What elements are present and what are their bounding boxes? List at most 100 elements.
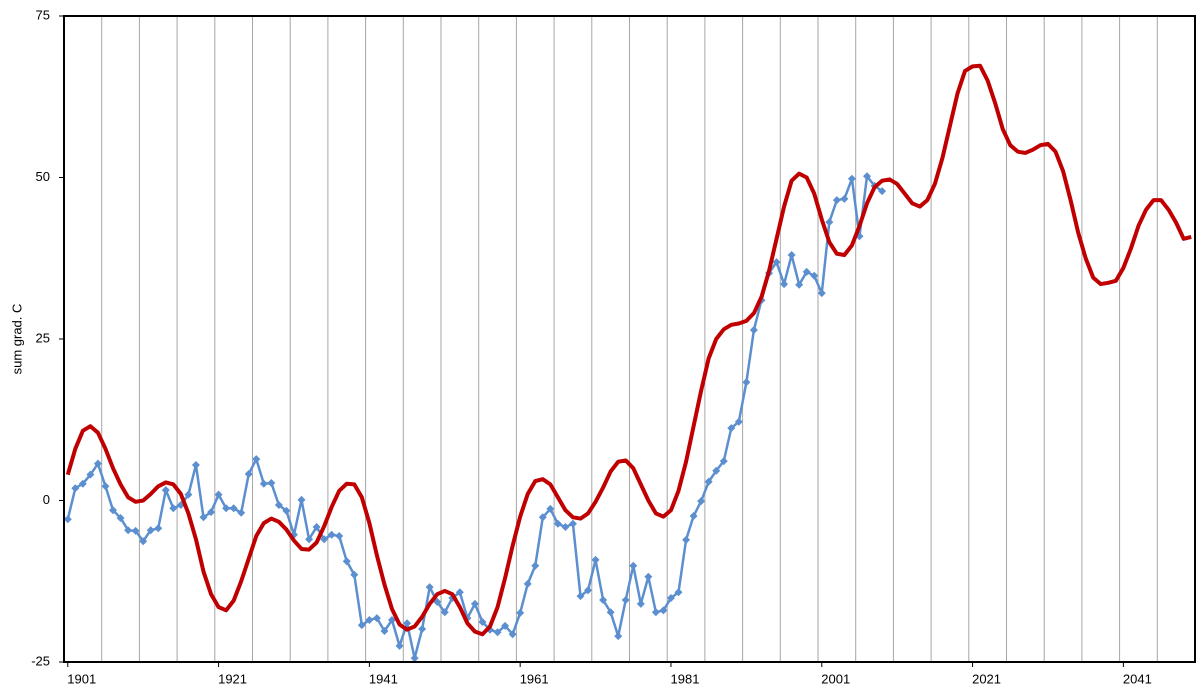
data-point (222, 504, 231, 513)
data-point (86, 470, 95, 479)
data-point (214, 490, 223, 499)
data-point (154, 524, 163, 533)
series-line (65, 63, 1192, 637)
data-point (78, 479, 87, 488)
data-point (666, 594, 675, 603)
data-point (538, 513, 547, 522)
data-point (727, 424, 736, 433)
y-tick-label: 75 (36, 7, 50, 22)
data-point (403, 619, 412, 628)
data-point (101, 482, 110, 491)
series-line (66, 174, 883, 660)
x-tick-label: 2001 (821, 671, 850, 686)
x-tick-label: 1981 (671, 671, 700, 686)
x-tick-label: 1921 (218, 671, 247, 686)
data-point (470, 599, 479, 608)
data-point (207, 508, 216, 517)
data-point (780, 280, 789, 289)
data-point (697, 497, 706, 506)
data-point (863, 172, 872, 181)
data-point (817, 289, 826, 298)
data-point (810, 271, 819, 280)
data-point (674, 588, 683, 597)
data-point (237, 508, 246, 517)
data-point (267, 479, 276, 488)
data-point (252, 455, 261, 464)
data-point (682, 535, 691, 544)
data-point (561, 522, 570, 531)
data-point (63, 515, 72, 524)
data-point (795, 280, 804, 289)
data-point (191, 460, 200, 469)
data-point (523, 579, 532, 588)
data-point (259, 479, 268, 488)
data-point (719, 457, 728, 466)
data-point (825, 218, 834, 227)
x-tick-label: 2041 (1123, 671, 1152, 686)
data-point (840, 194, 849, 203)
data-point (659, 606, 668, 615)
data-point (787, 251, 796, 260)
data-point (327, 530, 336, 539)
data-point (599, 595, 608, 604)
x-tick-label: 1941 (369, 671, 398, 686)
data-point (312, 522, 321, 531)
x-tick-label: 1901 (67, 671, 96, 686)
data-point (387, 616, 396, 625)
data-point (749, 325, 758, 334)
y-tick-label: 25 (36, 330, 50, 345)
data-point (320, 535, 329, 544)
data-point (418, 625, 427, 634)
data-point (478, 617, 487, 626)
data-point (832, 196, 841, 205)
data-point (493, 628, 502, 637)
data-point (689, 512, 698, 521)
data-point (274, 501, 283, 510)
data-point (342, 557, 351, 566)
data-point (591, 555, 600, 564)
data-point (139, 537, 148, 546)
data-point (124, 526, 133, 535)
data-point (93, 459, 102, 468)
data-point (71, 484, 80, 493)
data-point (357, 621, 366, 630)
data-point (508, 630, 517, 639)
y-tick-label: -25 (31, 653, 50, 668)
data-point (651, 608, 660, 617)
data-point (772, 258, 781, 267)
data-point (229, 504, 238, 513)
data-point (440, 608, 449, 617)
data-point (712, 466, 721, 475)
x-tick-label: 1961 (520, 671, 549, 686)
data-point (395, 641, 404, 650)
data-point (501, 621, 510, 630)
data-point (614, 632, 623, 641)
x-tick-label: 2021 (972, 671, 1001, 686)
y-tick-label: 0 (43, 492, 50, 507)
y-axis-title: sum grad. C (9, 304, 24, 375)
data-point (146, 526, 155, 535)
data-point (335, 532, 344, 541)
data-point (546, 504, 555, 513)
data-point (365, 616, 374, 625)
data-point (636, 599, 645, 608)
data-point (425, 583, 434, 592)
data-point (878, 187, 887, 196)
data-point (131, 526, 140, 535)
data-point (169, 504, 178, 513)
data-point (742, 378, 751, 387)
data-point (282, 506, 291, 515)
data-point (576, 592, 585, 601)
data-point (734, 417, 743, 426)
data-point (704, 477, 713, 486)
data-point (305, 535, 314, 544)
data-point (621, 595, 630, 604)
data-point (516, 608, 525, 617)
data-point (584, 586, 593, 595)
data-point (847, 174, 856, 183)
data-point (606, 608, 615, 617)
data-point (199, 513, 208, 522)
data-point (350, 570, 359, 579)
